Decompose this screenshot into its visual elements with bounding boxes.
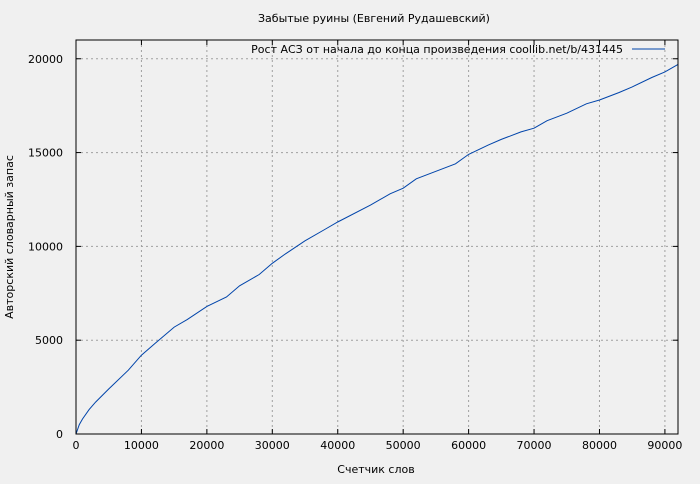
y-tick-label: 5000 (35, 334, 63, 347)
x-axis-label: Счетчик слов (337, 463, 414, 476)
y-tick-label: 15000 (28, 147, 63, 160)
x-tick-label: 80000 (582, 439, 617, 452)
legend-label: Рост АСЗ от начала до конца произведения… (251, 43, 623, 56)
x-tick-label: 90000 (647, 439, 682, 452)
chart-title: Забытые руины (Евгений Рудашевский) (258, 12, 490, 25)
y-axis-label: Авторский словарный запас (3, 155, 16, 319)
y-tick-label: 0 (56, 428, 63, 441)
plot-frame (75, 39, 679, 435)
x-tick-label: 0 (73, 439, 80, 452)
x-tick-label: 30000 (255, 439, 290, 452)
x-tick-label: 20000 (189, 439, 224, 452)
x-tick-label: 10000 (124, 439, 159, 452)
ticks: 0 10000 20000 30000 40000 50000 60000 70000 8000… (28, 40, 682, 452)
x-tick-label: 50000 (386, 439, 421, 452)
x-tick-label: 70000 (517, 439, 552, 452)
x-tick-label: 60000 (451, 439, 486, 452)
y-tick-label: 10000 (28, 240, 63, 253)
y-tick-label: 20000 (28, 53, 63, 66)
grid (76, 40, 678, 434)
x-tick-label: 40000 (320, 439, 355, 452)
series-line (75, 63, 679, 435)
